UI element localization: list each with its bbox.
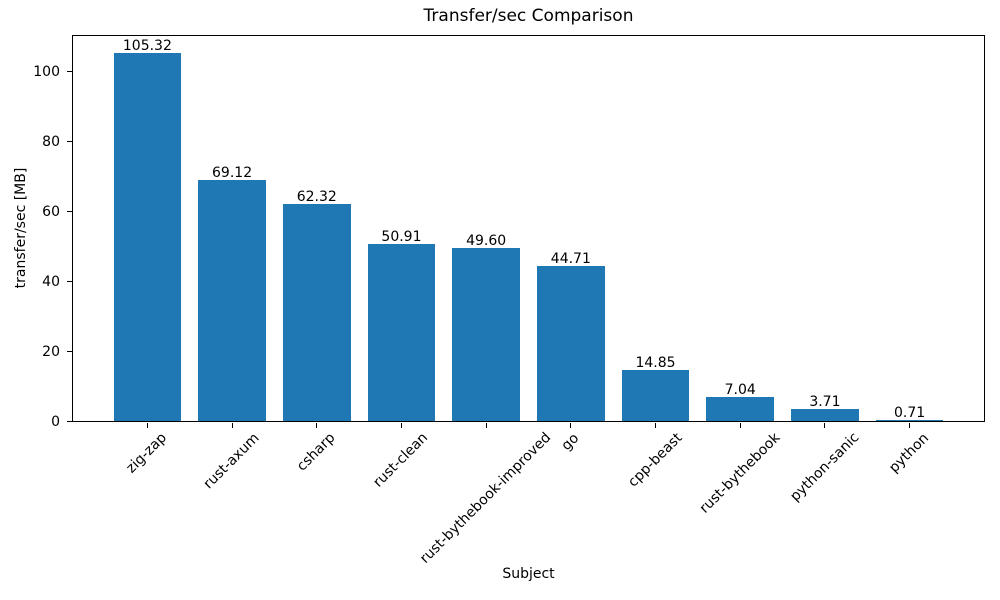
bar-value-label: 3.71 — [809, 394, 841, 411]
x-tick-label: rust-axum — [200, 430, 263, 493]
bar-value-label: 44.71 — [550, 250, 591, 267]
x-tick-mark — [146, 423, 148, 428]
y-tick-label: 60 — [42, 204, 60, 221]
y-tick-mark — [67, 71, 72, 73]
bar-cpp-beast — [621, 370, 690, 422]
bar-python-sanic — [791, 409, 859, 422]
x-tick-mark — [485, 423, 487, 428]
y-tick-mark — [67, 141, 72, 143]
x-tick-label: rust-bythebook-improved — [417, 429, 555, 568]
bar-go — [536, 265, 605, 422]
bar-zig-zap — [113, 53, 182, 422]
bar-rust-bythebook — [706, 397, 775, 422]
y-tick-label: 80 — [42, 134, 60, 151]
x-tick-label: python — [886, 429, 933, 476]
bar-value-label: 14.85 — [635, 355, 676, 372]
y-tick-mark — [67, 421, 72, 422]
x-tick-mark — [909, 423, 911, 428]
x-tick-label: go — [558, 429, 583, 454]
x-tick-mark — [231, 423, 233, 428]
x-tick-mark — [655, 423, 657, 428]
bar-value-label: 62.32 — [296, 188, 337, 205]
bar-value-label: 105.32 — [122, 38, 172, 55]
y-axis-label: transfer/sec [MB] — [13, 167, 29, 289]
x-tick-label: cpp-beast — [625, 429, 686, 491]
bar-value-label: 7.04 — [724, 382, 756, 399]
bar-rust-axum — [198, 180, 266, 422]
y-tick-label: 40 — [42, 274, 60, 291]
y-tick-label: 20 — [42, 344, 60, 361]
x-tick-label: python-sanic — [787, 429, 863, 506]
x-tick-label: zig-zap — [123, 429, 171, 477]
bar-python — [875, 419, 944, 422]
bar-value-label: 49.60 — [466, 233, 507, 250]
x-tick-mark — [316, 423, 318, 428]
y-tick-mark — [67, 211, 72, 213]
x-tick-mark — [400, 423, 402, 428]
x-tick-mark — [824, 423, 826, 428]
y-tick-label: 100 — [33, 64, 60, 81]
y-tick-mark — [67, 281, 72, 283]
x-tick-mark — [570, 423, 572, 428]
x-tick-label: rust-bythebook — [696, 430, 784, 517]
x-tick-mark — [739, 423, 741, 428]
y-tick-label: 0 — [51, 414, 60, 430]
bar-value-label: 0.71 — [894, 404, 926, 421]
bar-value-label: 69.12 — [212, 165, 253, 182]
x-axis-label: Subject — [502, 566, 555, 582]
x-tick-label: csharp — [294, 429, 339, 475]
chart-title: Transfer/sec Comparison — [423, 6, 634, 26]
bar-rust-bythebook-improved — [452, 248, 521, 422]
x-tick-label: rust-clean — [370, 429, 432, 491]
y-tick-mark — [67, 351, 72, 353]
bar-csharp — [282, 203, 351, 422]
bar-rust-clean — [367, 243, 436, 422]
bar-value-label: 50.91 — [381, 228, 422, 245]
